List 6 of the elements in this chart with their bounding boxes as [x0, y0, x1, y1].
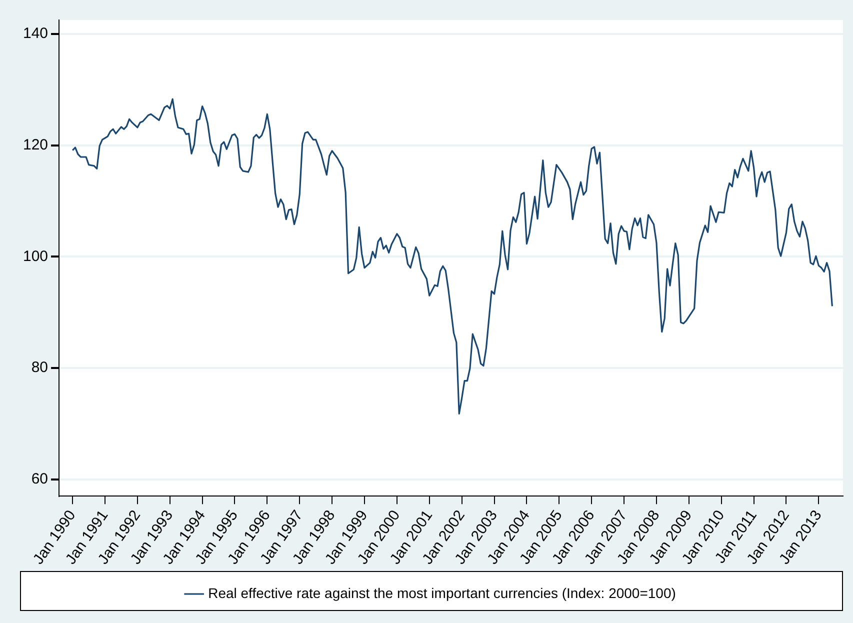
y-tick-label: 140 [22, 25, 48, 42]
y-tick-label: 80 [31, 359, 48, 376]
y-tick-label: 60 [31, 470, 48, 488]
legend-label: Real effective rate against the most important currencies (Index: 2000=100) [208, 584, 676, 601]
y-tick-label: 100 [22, 248, 48, 265]
y-tick-label: 120 [22, 136, 48, 154]
